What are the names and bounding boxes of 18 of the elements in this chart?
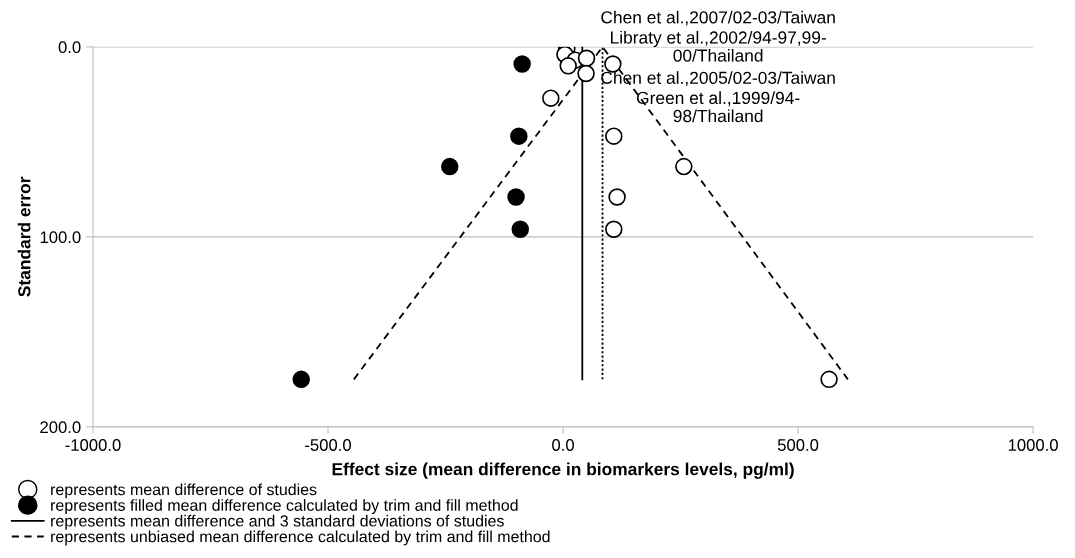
- annotation: Chen et al.,2005/02-03/Taiwan: [601, 71, 835, 86]
- x-axis-title: Effect size (mean difference in biomarkers levels, pg/ml): [332, 462, 794, 479]
- x-tick-label: 1000.0: [1008, 439, 1058, 451]
- y-tick-label: 0.0: [58, 41, 81, 54]
- legend-label: represents unbiased mean difference calculated by trim and fill method: [51, 530, 550, 546]
- y-axis-title: Standard error: [17, 176, 31, 297]
- x-tick-label: 0.0: [552, 439, 574, 451]
- legend-label: represents mean difference of studies: [51, 483, 317, 499]
- legend-label: represents filled mean difference calculated by trim and fill method: [51, 499, 518, 515]
- annotation: Green et al.,1999/94- 98/Thailand: [636, 91, 800, 123]
- y-tick-label: 100.0: [40, 231, 81, 244]
- y-tick-label: 200.0: [40, 421, 81, 434]
- x-tick-label: -500.0: [305, 439, 351, 451]
- annotation: Libraty et al.,2002/94-97,99- 00/Thailand: [611, 30, 826, 62]
- x-tick-label: -1000.0: [65, 439, 121, 451]
- text: Chen et al.,2007/02-03/Taiwan: [601, 10, 835, 26]
- legend-label: represents mean difference and 3 standard deviations of studies: [51, 514, 504, 530]
- x-tick-label: 500.0: [777, 439, 819, 451]
